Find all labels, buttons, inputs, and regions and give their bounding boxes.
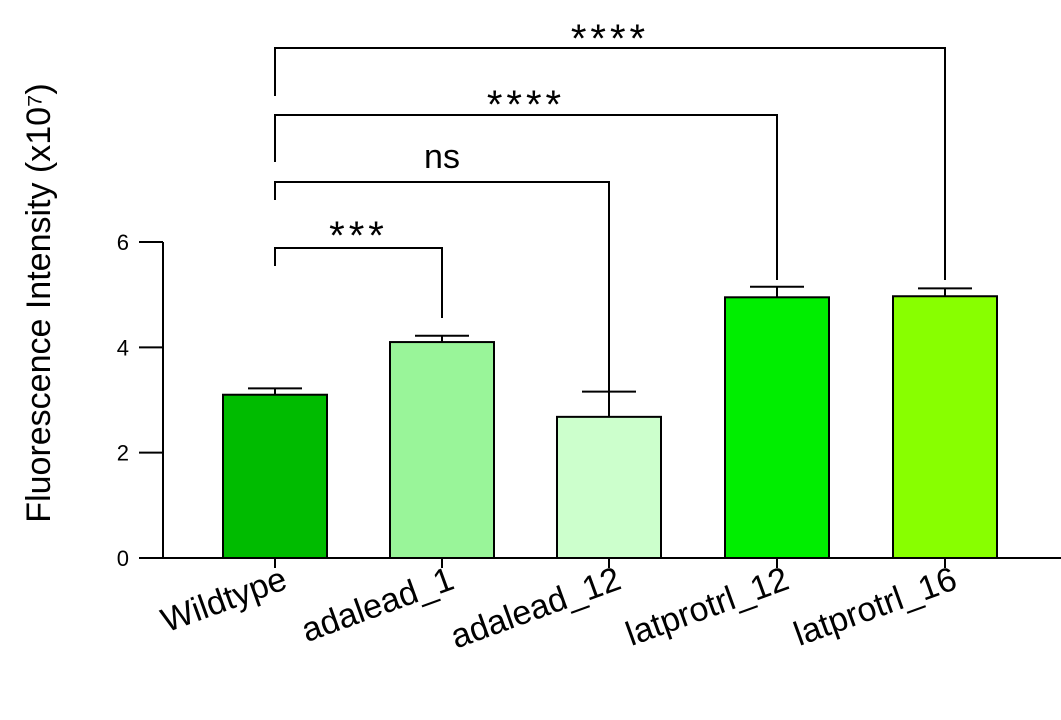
bar (892, 295, 998, 559)
y-tick-label: 6 (117, 230, 129, 255)
significance-label: ns (424, 138, 460, 176)
y-tick-label: 4 (117, 335, 129, 360)
significance-bracket (274, 181, 610, 398)
bar (724, 296, 830, 559)
y-tick-label: 2 (117, 441, 129, 466)
x-tick-label: adalead_1 (296, 560, 458, 650)
bar (222, 393, 328, 559)
x-tick-label: latprotrl_12 (621, 560, 794, 654)
x-tick-label: latprotrl_16 (789, 560, 962, 654)
significance-label: *** (329, 214, 388, 258)
significance-bracket (274, 47, 946, 280)
significance-label: **** (571, 17, 649, 61)
significance-brackets: *** ns ******** (274, 17, 946, 398)
bar (389, 341, 495, 560)
significance-bracket (274, 247, 443, 318)
y-tick-label: 0 (117, 546, 129, 571)
significance-bracket (274, 114, 778, 280)
x-tick-labels: Wildtype adalead_1adalead_12latprotrl_12l… (156, 560, 962, 657)
y-axis-label: Fluorescence Intensity (x10⁷) (20, 83, 58, 522)
significance-label: **** (487, 83, 565, 127)
bar (556, 415, 662, 559)
x-tick-label: adalead_12 (446, 560, 626, 657)
x-tick-label: Wildtype (156, 560, 292, 640)
